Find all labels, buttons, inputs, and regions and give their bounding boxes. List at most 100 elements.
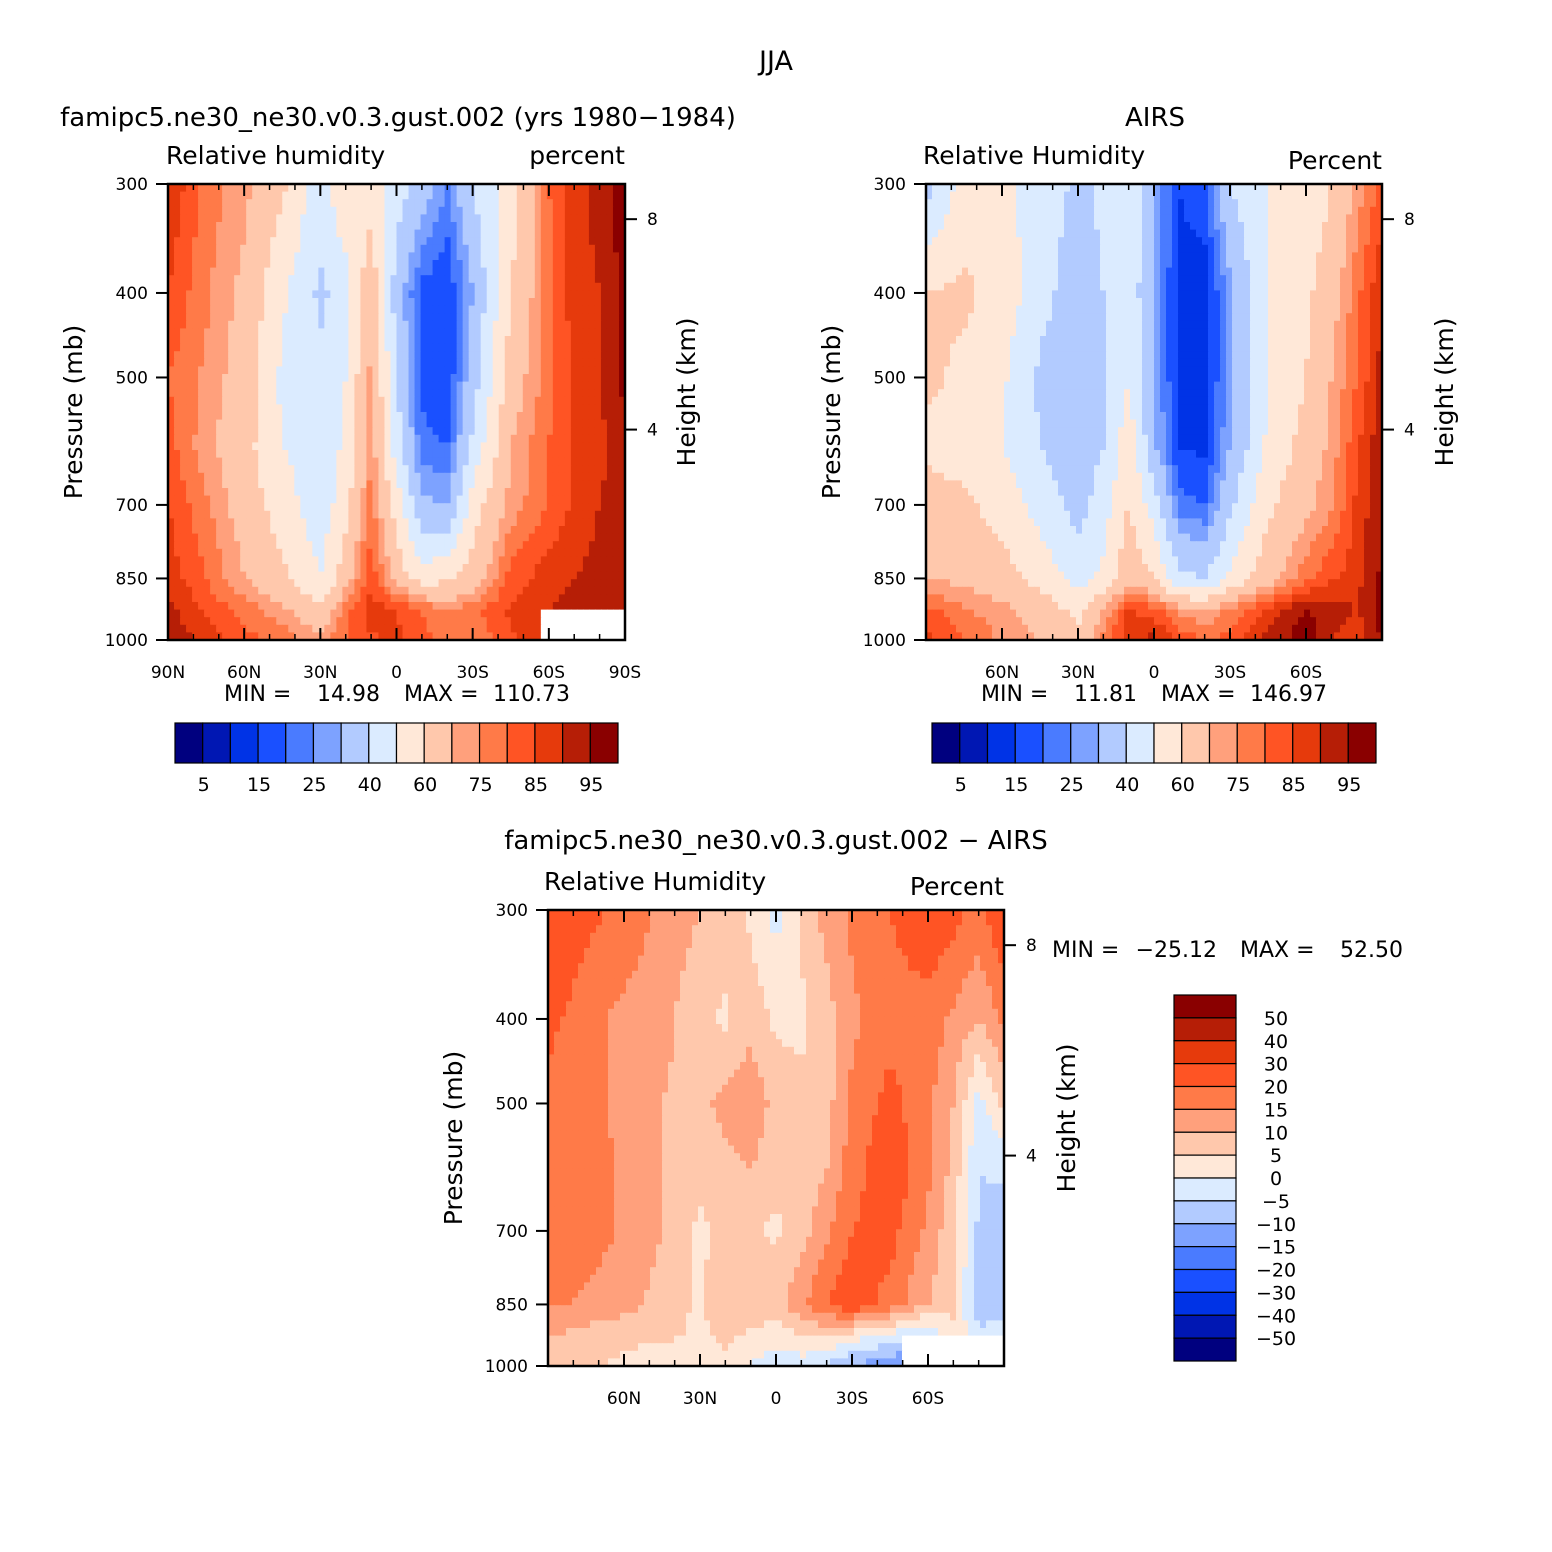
contour-cell [210, 313, 217, 322]
contour-cell [270, 602, 277, 611]
contour-cell [450, 457, 458, 466]
contour-cell [210, 457, 217, 466]
contour-cell [240, 267, 247, 276]
contour-cell [342, 412, 349, 421]
contour-cell [450, 199, 458, 208]
contour-cell [986, 206, 993, 215]
contour-cell [318, 412, 325, 421]
contour-cell [186, 427, 193, 436]
contour-cell [216, 594, 223, 603]
contour-cell [378, 267, 386, 276]
panel-model-right-string: percent [529, 141, 625, 170]
contour-cell [378, 518, 386, 527]
contour-cell [576, 244, 584, 253]
contour-cell [582, 358, 590, 367]
contour-cell [348, 320, 355, 329]
contour-cell [366, 396, 374, 405]
contour-cell [240, 214, 247, 223]
contour-cell [240, 495, 247, 504]
contour-cell [276, 571, 283, 580]
contour-cell [252, 434, 259, 443]
contour-cell [402, 503, 410, 512]
contour-cell [606, 488, 614, 497]
contour-cell [234, 510, 241, 519]
contour-cell [540, 214, 548, 223]
contour-cell [252, 472, 259, 481]
contour-cell [336, 564, 343, 573]
contour-cell [516, 624, 524, 633]
contour-cell [228, 617, 235, 626]
contour-cell [516, 457, 524, 466]
contour-cell [558, 465, 566, 474]
contour-cell [570, 412, 578, 421]
contour-cell [342, 442, 349, 451]
contour-cell [306, 541, 313, 550]
colorbar-label: 5 [198, 774, 210, 796]
contour-cell [252, 442, 259, 451]
contour-cell [438, 495, 446, 504]
contour-cell [492, 510, 500, 519]
contour-cell [342, 343, 349, 352]
contour-cell [456, 624, 464, 633]
contour-cell [354, 526, 362, 535]
contour-cell [252, 503, 259, 512]
contour-cell [582, 594, 590, 603]
contour-cell [1316, 184, 1323, 193]
contour-cell [282, 282, 289, 291]
contour-cell [1118, 199, 1125, 208]
contour-cell [576, 237, 584, 246]
contour-cell [204, 412, 211, 421]
contour-cell [1322, 199, 1329, 208]
contour-cell [216, 488, 223, 497]
contour-cell [258, 396, 265, 405]
contour-cell [360, 229, 368, 238]
contour-cell [1142, 191, 1149, 200]
contour-cell [234, 434, 241, 443]
contour-cell [192, 488, 199, 497]
contour-cell [336, 434, 343, 443]
contour-cell [618, 526, 626, 535]
contour-cell [306, 191, 313, 200]
contour-cell [258, 343, 265, 352]
contour-cell [270, 480, 277, 489]
contour-cell [1028, 206, 1035, 215]
contour-cell [504, 244, 512, 253]
contour-cell [492, 336, 500, 345]
contour-cell [420, 548, 428, 557]
contour-cell [1214, 184, 1221, 193]
contour-cell [528, 381, 536, 390]
contour-cell [564, 389, 572, 398]
contour-cell [486, 632, 494, 641]
contour-cell [198, 298, 205, 307]
contour-cell [318, 427, 325, 436]
contour-cell [492, 252, 500, 261]
contour-cell [408, 495, 416, 504]
contour-cell [384, 184, 392, 193]
contour-cell [480, 374, 488, 383]
contour-cell [932, 199, 939, 208]
contour-cell [396, 556, 404, 565]
contour-cell [594, 419, 602, 428]
contour-cell [564, 374, 572, 383]
contour-cell [336, 396, 343, 405]
contour-cell [186, 298, 193, 307]
contour-cell [558, 518, 566, 527]
contour-cell [468, 586, 476, 595]
contour-cell [516, 184, 524, 193]
contour-cell [474, 184, 482, 193]
contour-cell [552, 427, 560, 436]
contour-cell [1340, 184, 1347, 193]
contour-cell [450, 586, 458, 595]
contour-cell [1070, 206, 1077, 215]
contour-cell [192, 419, 199, 428]
contour-cell [282, 199, 289, 208]
contour-cell [420, 427, 428, 436]
contour-cell [330, 206, 337, 215]
contour-cell [294, 381, 301, 390]
contour-cell [558, 374, 566, 383]
contour-cell [582, 472, 590, 481]
contour-cell [492, 343, 500, 352]
contour-cell [552, 206, 560, 215]
contour-cell [456, 252, 464, 261]
contour-cell [180, 229, 187, 238]
